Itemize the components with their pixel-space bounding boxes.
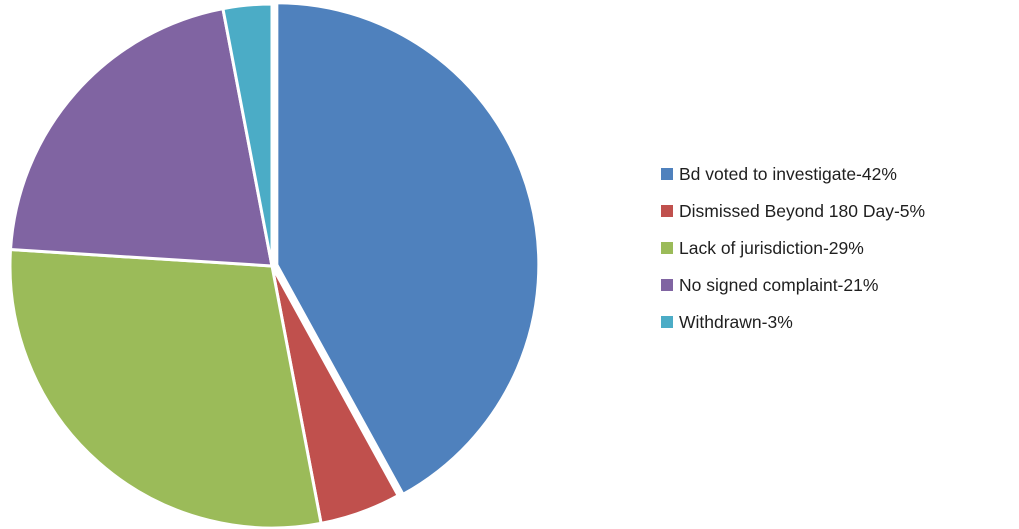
legend-item-withdrawn: Withdrawn-3% [661, 311, 925, 333]
legend-swatch-no-signed-complaint [661, 279, 673, 291]
legend-label-bd-voted-to-investigate: Bd voted to investigate-42% [679, 163, 897, 184]
pie-slice-no-signed-complaint [9, 7, 274, 268]
pie-slice-bd-voted-to-investigate [275, 1, 541, 496]
pie-slice-lack-of-jurisdiction [8, 248, 323, 529]
legend: Bd voted to investigate-42% Dismissed Be… [661, 163, 925, 348]
pie-slice-withdrawn [221, 2, 274, 268]
legend-item-no-signed-complaint: No signed complaint-21% [661, 274, 925, 296]
legend-swatch-dismissed-beyond-180-day [661, 205, 673, 217]
legend-swatch-bd-voted-to-investigate [661, 168, 673, 180]
legend-label-no-signed-complaint: No signed complaint-21% [679, 274, 879, 295]
legend-label-withdrawn: Withdrawn-3% [679, 311, 793, 332]
legend-label-lack-of-jurisdiction: Lack of jurisdiction-29% [679, 237, 864, 258]
legend-swatch-withdrawn [661, 316, 673, 328]
legend-item-bd-voted-to-investigate: Bd voted to investigate-42% [661, 163, 925, 185]
legend-item-dismissed-beyond-180-day: Dismissed Beyond 180 Day-5% [661, 200, 925, 222]
legend-label-dismissed-beyond-180-day: Dismissed Beyond 180 Day-5% [679, 200, 926, 221]
legend-swatch-lack-of-jurisdiction [661, 242, 673, 254]
legend-item-lack-of-jurisdiction: Lack of jurisdiction-29% [661, 237, 925, 259]
